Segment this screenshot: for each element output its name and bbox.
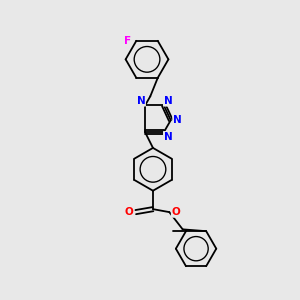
Text: N: N: [136, 96, 145, 106]
Text: F: F: [124, 36, 131, 46]
Text: O: O: [172, 207, 180, 217]
Text: N: N: [173, 115, 182, 125]
Text: O: O: [125, 207, 134, 217]
Text: N: N: [164, 96, 172, 106]
Text: N: N: [164, 132, 172, 142]
